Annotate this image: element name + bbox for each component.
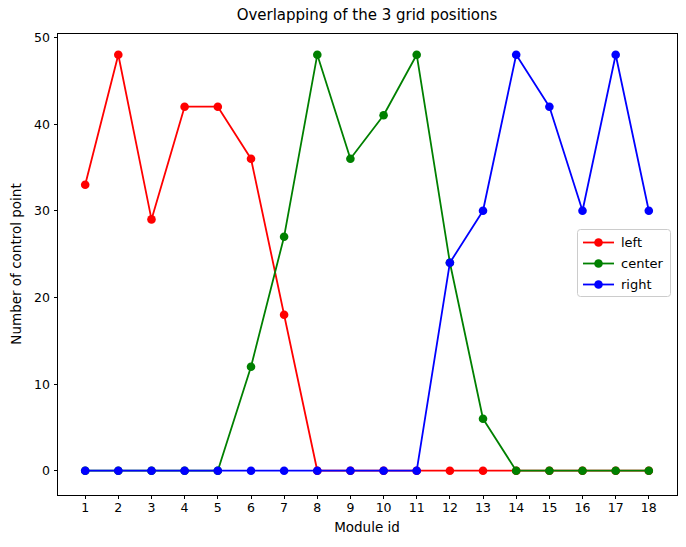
data-point-left [446, 466, 455, 475]
data-point-center [645, 466, 654, 475]
x-tick-label: 1 [81, 500, 89, 515]
data-point-right [512, 50, 521, 59]
x-tick-label: 7 [280, 500, 288, 515]
y-tick-label: 30 [34, 203, 50, 218]
data-point-center [280, 232, 289, 241]
x-tick-label: 14 [508, 500, 524, 515]
data-point-center [578, 466, 587, 475]
data-point-center [313, 50, 322, 59]
data-point-right [346, 466, 355, 475]
data-point-left [114, 50, 123, 59]
data-point-right [214, 466, 223, 475]
data-point-center [512, 466, 521, 475]
data-point-center [611, 466, 620, 475]
y-axis-label: Number of control point [8, 183, 24, 344]
legend-label-right: right [621, 277, 652, 292]
data-point-center [545, 466, 554, 475]
x-tick-label: 13 [475, 500, 491, 515]
x-tick-label: 9 [346, 500, 354, 515]
data-point-left [280, 310, 289, 319]
data-point-right [313, 466, 322, 475]
x-tick-label: 6 [247, 500, 255, 515]
legend-sample-marker-right [594, 280, 603, 289]
legend-sample-marker-center [594, 259, 603, 268]
x-tick-label: 2 [114, 500, 122, 515]
data-point-right [147, 466, 156, 475]
legend: left center right [578, 230, 671, 297]
data-point-right [379, 466, 388, 475]
legend-label-left: left [621, 235, 642, 250]
x-tick-label: 12 [442, 500, 458, 515]
series-line-center [85, 55, 649, 471]
x-tick-label: 16 [575, 500, 591, 515]
y-tick-label: 50 [34, 30, 50, 45]
figure: 12345678910111213141516171801020304050le… [0, 0, 686, 547]
x-tick-label: 5 [214, 500, 222, 515]
data-point-left [247, 154, 256, 163]
y-tick-label: 0 [42, 463, 50, 478]
legend-label-center: center [621, 256, 663, 271]
data-point-center [346, 154, 355, 163]
data-point-right [180, 466, 189, 475]
data-point-left [180, 102, 189, 111]
x-tick-label: 8 [313, 500, 321, 515]
x-tick-label: 15 [541, 500, 557, 515]
x-tick-label: 18 [641, 500, 657, 515]
y-tick-label: 10 [34, 377, 50, 392]
data-point-right [81, 466, 90, 475]
x-tick-label: 17 [608, 500, 624, 515]
x-tick-label: 11 [409, 500, 425, 515]
data-point-right [412, 466, 421, 475]
data-point-center [479, 414, 488, 423]
data-point-center [247, 362, 256, 371]
x-tick-label: 10 [376, 500, 392, 515]
y-tick-label: 20 [34, 290, 50, 305]
data-point-right [247, 466, 256, 475]
data-point-left [214, 102, 223, 111]
y-tick-label: 40 [34, 117, 50, 132]
series-line-left [85, 55, 649, 471]
data-point-right [114, 466, 123, 475]
data-point-left [147, 215, 156, 224]
data-point-right [545, 102, 554, 111]
chart-title: Overlapping of the 3 grid positions [57, 6, 677, 24]
data-point-right [578, 206, 587, 215]
series-line-right [85, 55, 649, 471]
x-axis-label: Module id [57, 519, 677, 535]
data-point-center [412, 50, 421, 59]
data-point-right [645, 206, 654, 215]
x-tick-label: 3 [148, 500, 156, 515]
data-point-left [479, 466, 488, 475]
x-tick-label: 4 [181, 500, 189, 515]
data-point-right [446, 258, 455, 267]
data-point-left [81, 180, 90, 189]
legend-sample-marker-left [594, 238, 603, 247]
data-point-right [280, 466, 289, 475]
data-point-right [611, 50, 620, 59]
data-point-center [379, 111, 388, 120]
data-point-right [479, 206, 488, 215]
line-chart: 12345678910111213141516171801020304050le… [0, 0, 686, 547]
